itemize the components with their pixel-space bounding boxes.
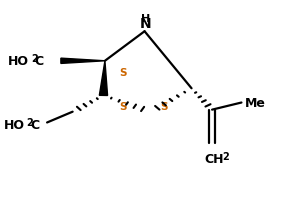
Text: C: C bbox=[30, 118, 39, 131]
Text: S: S bbox=[119, 68, 126, 78]
Polygon shape bbox=[61, 59, 105, 64]
Polygon shape bbox=[99, 61, 108, 96]
Text: S: S bbox=[160, 101, 167, 111]
Text: C: C bbox=[35, 55, 44, 68]
Text: H: H bbox=[141, 14, 150, 24]
Text: S: S bbox=[119, 101, 126, 111]
Text: HO: HO bbox=[8, 55, 29, 68]
Text: 2: 2 bbox=[27, 117, 33, 127]
Text: 2: 2 bbox=[222, 151, 229, 161]
Text: CH: CH bbox=[205, 152, 224, 165]
Text: 2: 2 bbox=[31, 54, 38, 64]
Text: N: N bbox=[140, 17, 151, 31]
Text: HO: HO bbox=[4, 118, 24, 131]
Text: Me: Me bbox=[244, 96, 265, 110]
